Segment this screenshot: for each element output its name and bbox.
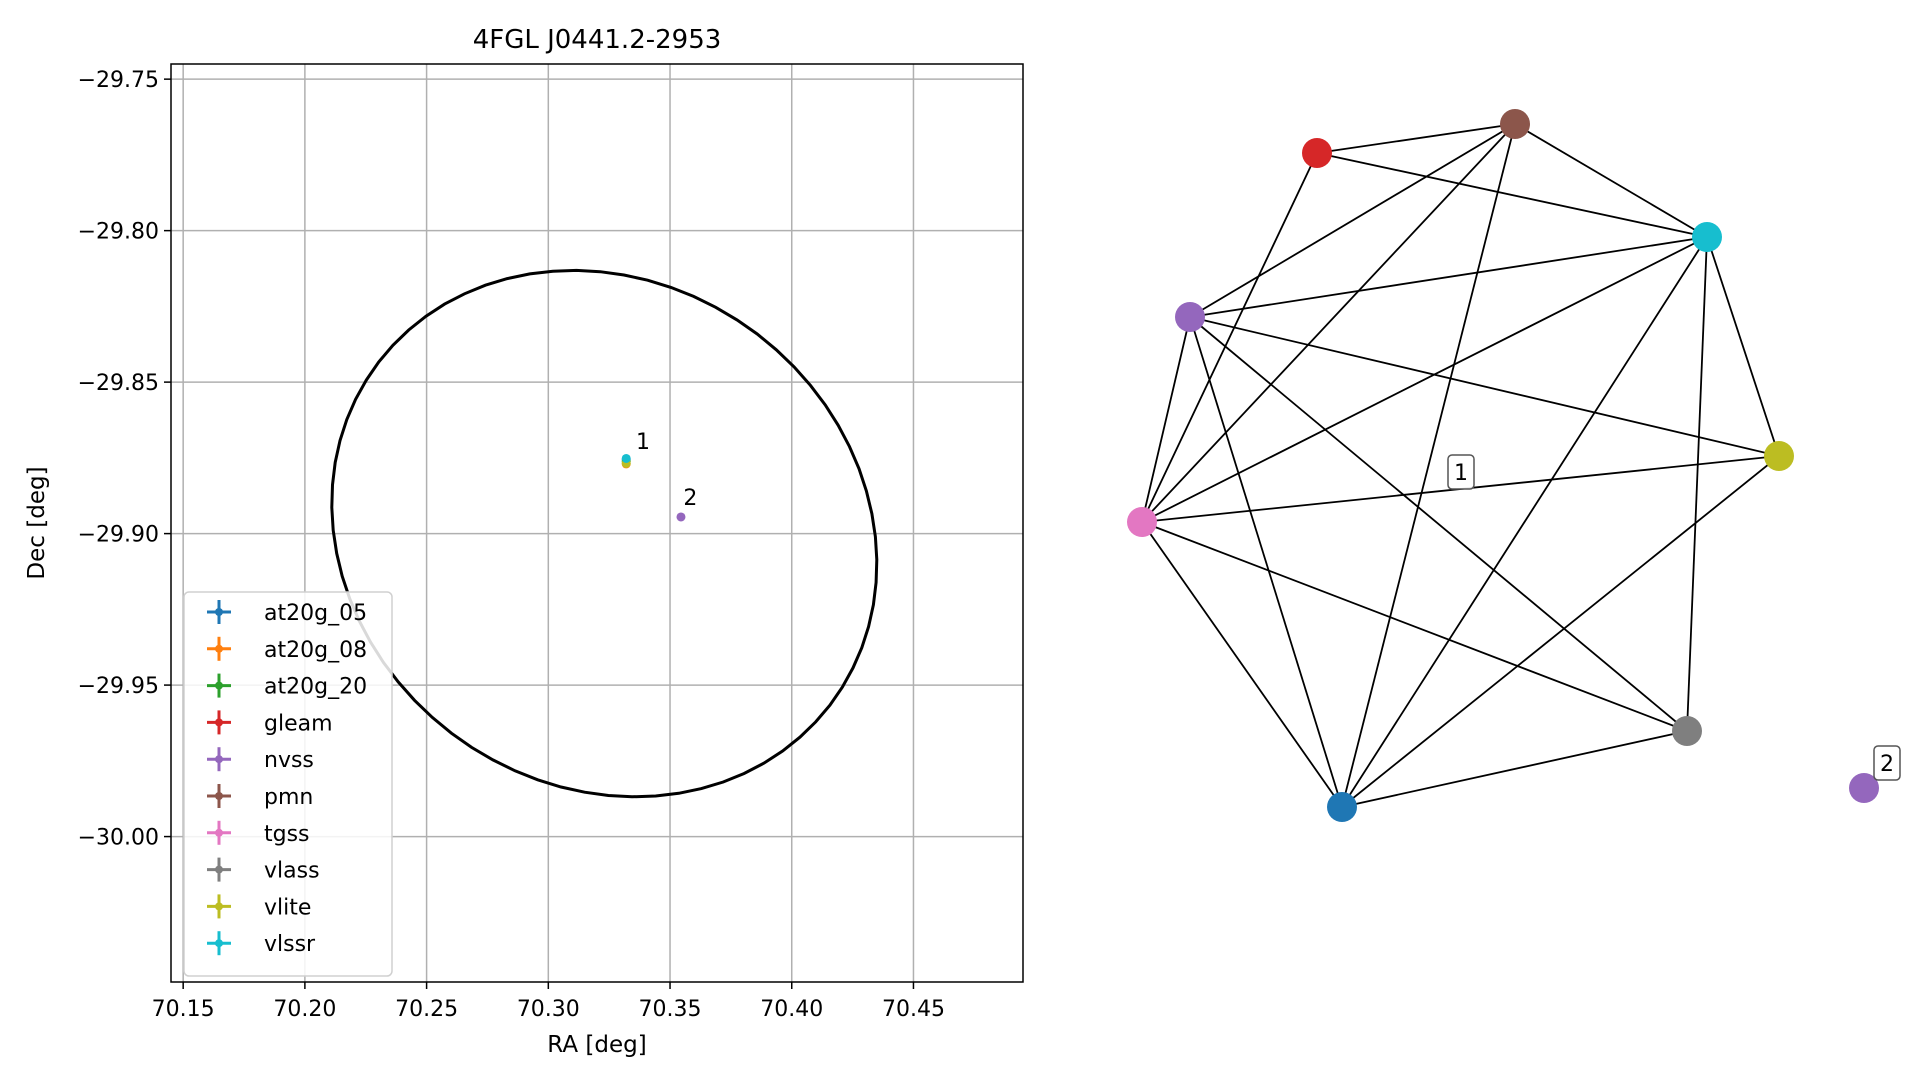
edge-cyan-blue <box>1341 236 1708 808</box>
edge-cyan-purple <box>1189 236 1708 318</box>
edge-cyan-gray <box>1686 236 1708 732</box>
legend-dot-vlite <box>215 902 223 911</box>
legend-dot-at20g_08 <box>215 644 223 653</box>
edge-brown-pink <box>1141 123 1516 523</box>
legend-label-nvss: nvss <box>264 748 314 773</box>
network-label-2: 2 <box>1880 752 1894 777</box>
y-tick-label: −29.95 <box>78 674 159 699</box>
legend-dot-tgss <box>215 828 223 837</box>
y-tick-label: −29.85 <box>78 371 159 396</box>
node-brown <box>1500 109 1530 139</box>
edge-gray-blue <box>1341 730 1688 808</box>
node-blue <box>1327 792 1357 822</box>
x-tick-label: 70.15 <box>152 997 215 1022</box>
edge-purple-pink <box>1141 316 1191 523</box>
network-labels: 12 <box>1447 454 1901 781</box>
x-tick-label: 70.25 <box>395 997 458 1022</box>
data-points <box>621 453 686 522</box>
edge-brown-blue <box>1341 123 1516 808</box>
y-ticks: −29.75 −29.80 −29.85 −29.90 −29.95 −30.00 <box>78 68 171 851</box>
x-tick-label: 70.40 <box>760 997 823 1022</box>
node-olive <box>1764 441 1794 471</box>
edge-red-pink <box>1141 152 1318 523</box>
legend-dot-vlass <box>215 865 223 874</box>
network-nodes <box>1127 109 1879 822</box>
legend-dot-nvss <box>215 755 223 764</box>
legend-label-at20g_05: at20g_05 <box>264 601 367 626</box>
edge-purple-olive <box>1189 316 1780 457</box>
edge-cyan-pink <box>1141 236 1708 523</box>
network-label-box-1 <box>1447 454 1475 490</box>
node-purple2 <box>1849 773 1879 803</box>
x-tick-label: 70.35 <box>639 997 702 1022</box>
point-nvss <box>676 512 686 522</box>
y-tick-label: −29.90 <box>78 523 159 548</box>
node-cyan <box>1692 222 1722 252</box>
edge-red-cyan <box>1316 152 1708 238</box>
confidence-ellipse <box>330 268 879 799</box>
legend-label-gleam: gleam <box>264 711 333 736</box>
edge-brown-cyan <box>1514 123 1708 238</box>
node-purple <box>1175 302 1205 332</box>
plot-frame <box>170 63 1024 983</box>
legend-dot-at20g_20 <box>215 681 223 690</box>
legend-box <box>183 591 393 977</box>
y-tick-label: −29.75 <box>78 68 159 93</box>
node-red <box>1302 138 1332 168</box>
legend-dot-gleam <box>215 718 223 727</box>
legend-label-tgss: tgss <box>264 822 310 847</box>
legend-dot-at20g_05 <box>215 608 223 616</box>
network-label-1: 1 <box>1454 461 1468 486</box>
annotation-2: 2 <box>683 486 697 511</box>
x-tick-label: 70.20 <box>273 997 336 1022</box>
scatter-chart: 4FGL J0441.2-2953 12 70.15 70.20 70.25 70.3… <box>24 25 1024 1058</box>
point-vlssr <box>621 453 631 463</box>
x-axis-label: RA [deg] <box>547 1032 646 1058</box>
annotations: 12 <box>636 430 697 511</box>
legend-label-at20g_08: at20g_08 <box>264 638 367 663</box>
x-ticks: 70.15 70.20 70.25 70.30 70.35 70.40 70.45 <box>152 982 945 1022</box>
legend-label-vlssr: vlssr <box>264 932 316 957</box>
legend-dot-pmn <box>215 792 223 800</box>
x-tick-label: 70.45 <box>882 997 945 1022</box>
edge-olive-blue <box>1341 455 1780 808</box>
edge-pink-gray <box>1141 521 1688 732</box>
edge-red-brown <box>1316 123 1516 154</box>
network-label-box-2 <box>1873 745 1901 781</box>
edge-brown-purple <box>1189 123 1516 318</box>
localization-ellipse <box>330 268 879 799</box>
x-tick-label: 70.30 <box>517 997 580 1022</box>
annotation-1: 1 <box>636 430 650 455</box>
legend-label-pmn: pmn <box>264 785 313 810</box>
legend-label-at20g_20: at20g_20 <box>264 675 367 700</box>
edge-purple-blue <box>1189 316 1343 808</box>
legend-dot-vlssr <box>215 939 223 948</box>
node-pink <box>1127 507 1157 537</box>
network-graph: 12 <box>1127 109 1901 822</box>
y-axis-label: Dec [deg] <box>24 466 50 579</box>
node-gray <box>1672 716 1702 746</box>
chart-title: 4FGL J0441.2-2953 <box>473 25 722 55</box>
legend-label-vlite: vlite <box>264 895 311 920</box>
edge-purple-gray <box>1189 316 1688 732</box>
legend-label-vlass: vlass <box>264 859 320 884</box>
y-tick-label: −30.00 <box>78 826 159 851</box>
edge-cyan-olive <box>1706 236 1780 457</box>
edge-pink-blue <box>1141 521 1343 808</box>
y-tick-label: −29.80 <box>78 220 159 245</box>
